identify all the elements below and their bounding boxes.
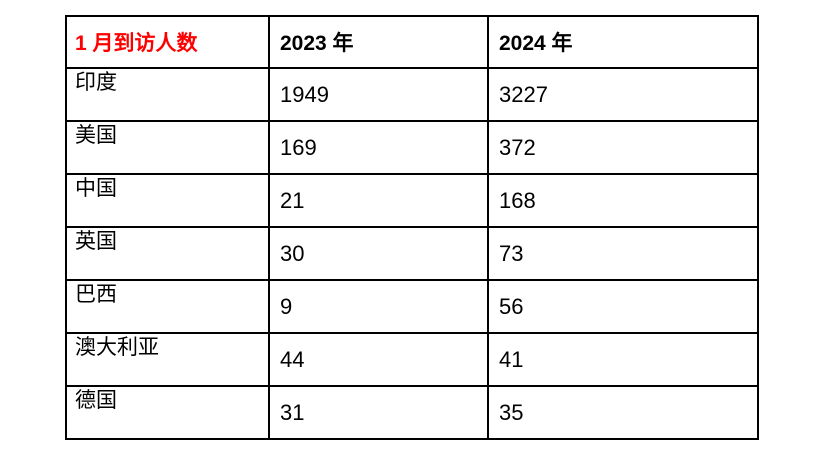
country-cell: 中国 (65, 173, 270, 228)
value-2023-cell: 9 (268, 279, 489, 334)
table-row-brazil: 巴西 9 56 (65, 279, 759, 334)
visitor-table: 1 月到访人数 2023 年 2024 年 印度 1949 3227 美国 16… (65, 15, 759, 440)
table-header-row: 1 月到访人数 2023 年 2024 年 (65, 15, 759, 69)
country-cell: 德国 (65, 385, 270, 440)
value-2024-cell: 372 (487, 120, 759, 175)
country-cell: 澳大利亚 (65, 332, 270, 387)
value-2024-cell: 41 (487, 332, 759, 387)
value-2023-cell: 31 (268, 385, 489, 440)
table-title-cell: 1 月到访人数 (65, 15, 270, 69)
value-2023-cell: 1949 (268, 67, 489, 122)
value-2024-cell: 73 (487, 226, 759, 281)
table-row-uk: 英国 30 73 (65, 226, 759, 281)
value-2023-cell: 30 (268, 226, 489, 281)
value-2023-cell: 169 (268, 120, 489, 175)
country-cell: 印度 (65, 67, 270, 122)
table-row-india: 印度 1949 3227 (65, 67, 759, 122)
value-2023-cell: 21 (268, 173, 489, 228)
table-row-australia: 澳大利亚 44 41 (65, 332, 759, 387)
country-cell: 巴西 (65, 279, 270, 334)
value-2024-cell: 56 (487, 279, 759, 334)
country-cell: 英国 (65, 226, 270, 281)
table-row-usa: 美国 169 372 (65, 120, 759, 175)
value-2024-cell: 35 (487, 385, 759, 440)
value-2023-cell: 44 (268, 332, 489, 387)
table-row-germany: 德国 31 35 (65, 385, 759, 440)
value-2024-cell: 168 (487, 173, 759, 228)
value-2024-cell: 3227 (487, 67, 759, 122)
header-cell-2024: 2024 年 (487, 15, 759, 69)
header-cell-2023: 2023 年 (268, 15, 489, 69)
country-cell: 美国 (65, 120, 270, 175)
table-row-china: 中国 21 168 (65, 173, 759, 228)
